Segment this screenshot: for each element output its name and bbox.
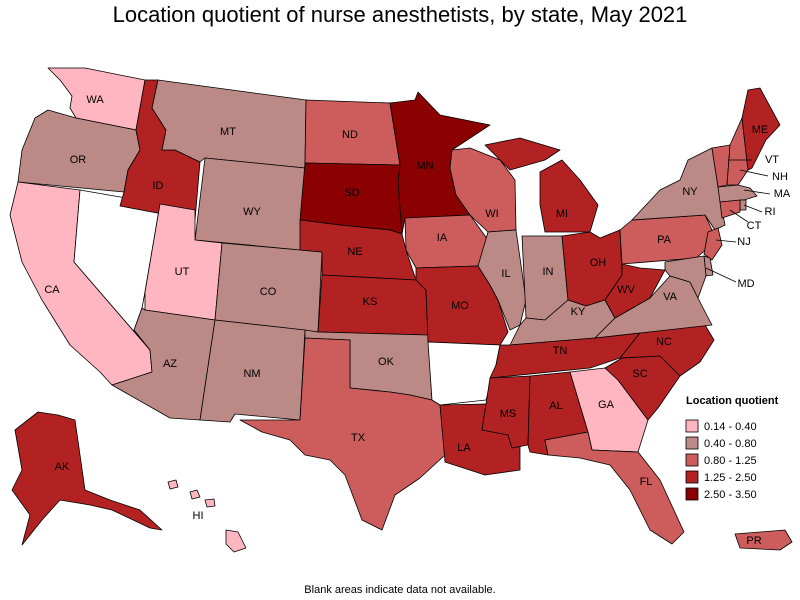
legend-swatch-0 (685, 419, 699, 433)
state-label-NH: NH (772, 171, 788, 183)
state-label-WI: WI (485, 208, 498, 220)
map-title: Location quotient of nurse anesthetists,… (112, 2, 688, 27)
state-HI[interactable] (167, 479, 247, 553)
state-label-IN: IN (543, 266, 554, 278)
legend-title: Location quotient (686, 395, 779, 407)
states-layer (9, 67, 793, 553)
legend-swatch-3 (685, 470, 699, 484)
state-label-IL: IL (501, 268, 510, 280)
legend-swatch-1 (685, 436, 699, 450)
state-label-MO: MO (451, 300, 469, 312)
state-label-HI: HI (193, 510, 204, 522)
state-label-KY: KY (571, 306, 586, 318)
state-label-UT: UT (175, 266, 190, 278)
state-label-ND: ND (342, 129, 358, 141)
state-label-VA: VA (663, 291, 678, 303)
state-label-NY: NY (682, 186, 698, 198)
state-label-TN: TN (553, 345, 568, 357)
state-FL[interactable] (544, 431, 685, 545)
state-NJ[interactable] (703, 227, 723, 261)
legend-label-4: 2.50 - 3.50 (704, 489, 757, 501)
state-label-AL: AL (549, 400, 562, 412)
state-CT[interactable] (719, 199, 741, 219)
state-label-WA: WA (86, 94, 104, 106)
state-NE[interactable] (299, 219, 417, 281)
state-label-AZ: AZ (163, 358, 177, 370)
state-label-MD: MD (737, 278, 754, 290)
state-label-ID: ID (153, 180, 164, 192)
state-label-SC: SC (632, 368, 647, 380)
state-label-NC: NC (656, 336, 672, 348)
legend-label-3: 1.25 - 2.50 (704, 472, 757, 484)
state-label-MA: MA (774, 188, 791, 200)
state-label-SD: SD (344, 187, 359, 199)
state-label-PA: PA (657, 234, 672, 246)
state-MD[interactable] (664, 255, 707, 299)
footnote: Blank areas indicate data not available. (304, 584, 496, 596)
state-label-CO: CO (260, 286, 277, 298)
state-label-WY: WY (243, 206, 261, 218)
state-label-NE: NE (347, 246, 362, 258)
state-label-OH: OH (590, 257, 607, 269)
state-label-GA: GA (598, 399, 615, 411)
legend: Location quotient 0.14 - 0.40 0.40 - 0.80… (685, 395, 779, 501)
state-label-MS: MS (500, 408, 517, 420)
state-MA[interactable] (717, 184, 758, 203)
state-label-MI: MI (556, 208, 568, 220)
state-AK[interactable] (11, 411, 163, 546)
legend-swatch-2 (685, 453, 699, 467)
legend-swatch-4 (685, 487, 699, 501)
state-label-OR: OR (70, 154, 87, 166)
label-leader-lines (705, 159, 771, 283)
legend-label-0: 0.14 - 0.40 (704, 421, 757, 433)
state-label-WV: WV (617, 284, 635, 296)
state-label-FL: FL (640, 476, 653, 488)
state-CO[interactable] (214, 242, 323, 333)
state-IL[interactable] (477, 229, 527, 331)
state-MI[interactable] (484, 137, 599, 233)
state-label-RI: RI (765, 206, 776, 218)
legend-label-2: 0.80 - 1.25 (704, 455, 757, 467)
state-label-IA: IA (437, 232, 448, 244)
state-label-CT: CT (747, 220, 762, 232)
state-labels-layer: WA OR CA ID MT WY UT CO AZ NM ND SD NE KS OK TX MN IA MO LA… (44, 94, 791, 547)
state-label-NJ: NJ (737, 236, 750, 248)
state-label-VT: VT (765, 154, 779, 166)
legend-items: 0.14 - 0.40 0.40 - 0.80 0.80 - 1.25 1.25 - … (685, 419, 757, 501)
state-label-PR: PR (746, 535, 761, 547)
state-label-KS: KS (363, 296, 378, 308)
state-PR[interactable] (734, 529, 793, 551)
state-ME[interactable] (741, 87, 781, 171)
state-NH[interactable] (726, 117, 749, 186)
state-label-AK: AK (55, 461, 70, 473)
state-WY[interactable] (194, 157, 306, 251)
state-label-TX: TX (351, 432, 366, 444)
state-label-OK: OK (378, 356, 395, 368)
state-WV[interactable] (604, 263, 666, 319)
state-label-MN: MN (416, 160, 433, 172)
state-label-LA: LA (457, 442, 471, 454)
state-label-CA: CA (44, 284, 60, 296)
state-label-ME: ME (752, 124, 769, 136)
state-label-MT: MT (220, 126, 236, 138)
state-TX[interactable] (239, 337, 446, 531)
state-label-NM: NM (243, 368, 260, 380)
legend-label-1: 0.40 - 0.80 (704, 438, 757, 450)
